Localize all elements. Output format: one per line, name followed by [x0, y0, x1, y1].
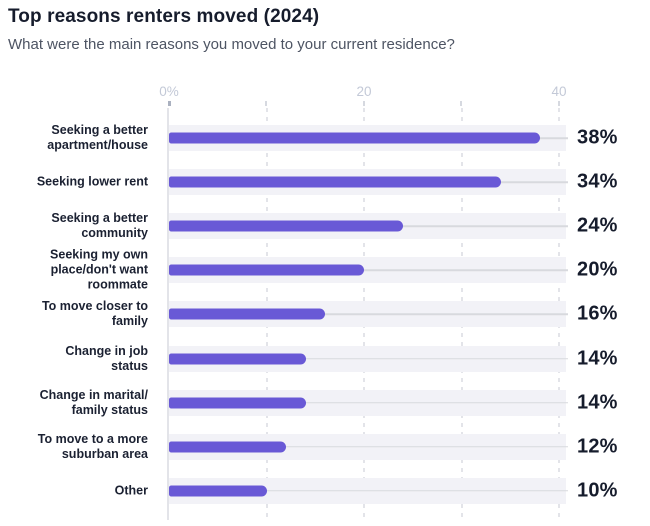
connector-line	[495, 181, 568, 183]
bar	[169, 441, 286, 453]
bar	[169, 220, 403, 232]
x-axis-tick-label: 0%	[159, 84, 179, 99]
connector-line	[398, 225, 568, 227]
bar	[169, 308, 325, 320]
category-label: Seeking my own place/don't want roommate	[50, 247, 148, 292]
bar	[169, 176, 501, 188]
x-axis-tick-mark	[265, 101, 267, 106]
connector-line	[359, 269, 568, 272]
value-label: 10%	[577, 479, 618, 502]
bar-row: To move closer to family 16%	[0, 292, 650, 336]
x-axis-tick-mark	[557, 101, 560, 106]
bar-row: Seeking a better community 24%	[0, 204, 650, 248]
page-title: Top reasons renters moved (2024)	[8, 6, 320, 27]
category-label: Seeking a better community	[51, 211, 148, 241]
value-label: 12%	[577, 435, 618, 458]
category-label: To move to a more suburban area	[37, 431, 148, 461]
bar	[169, 397, 306, 409]
page-subtitle: What were the main reasons you moved to …	[8, 36, 455, 53]
connector-line	[534, 137, 568, 139]
value-label: 24%	[577, 214, 618, 237]
value-label: 16%	[577, 302, 618, 325]
bar-row: Other 10%	[0, 469, 650, 513]
category-label: Change in job status	[65, 343, 148, 373]
connector-line	[261, 490, 568, 492]
y-axis-line	[167, 108, 169, 520]
value-label: 38%	[577, 126, 618, 149]
connector-line	[300, 401, 568, 404]
bar-rows: Seeking a better apartment/house 38% Seeki…	[0, 116, 650, 513]
category-label: To move closer to family	[41, 299, 148, 329]
connector-line	[281, 445, 568, 448]
bar	[169, 353, 306, 365]
bar-row: Seeking a better apartment/house 38%	[0, 116, 650, 160]
category-label: Change in marital/ family status	[39, 387, 148, 417]
x-axis-tick-mark	[167, 101, 171, 106]
x-axis-tick-label: 20	[356, 84, 372, 99]
bar	[169, 485, 267, 497]
category-label: Other	[114, 483, 148, 498]
bar-row: Seeking my own place/don't want roommate…	[0, 248, 650, 292]
bar-row: Seeking lower rent 34%	[0, 160, 650, 204]
bar-row: Change in job status 14%	[0, 336, 650, 380]
bar	[169, 264, 364, 276]
value-label: 14%	[577, 347, 618, 370]
value-label: 34%	[577, 170, 618, 193]
bar	[169, 132, 540, 144]
bar-row: Change in marital/ family status 14%	[0, 381, 650, 425]
value-label: 20%	[577, 258, 618, 281]
connector-line	[320, 313, 568, 316]
x-axis-tick-mark	[362, 101, 365, 106]
x-axis-tick-label: 40	[551, 84, 567, 99]
connector-line	[300, 357, 568, 360]
value-label: 14%	[577, 391, 618, 414]
bar-row: To move to a more suburban area 12%	[0, 425, 650, 469]
category-label: Seeking a better apartment/house	[47, 123, 148, 153]
plot-area: Seeking a better apartment/house 38% Seeki…	[0, 106, 650, 522]
x-axis-tick-mark	[460, 101, 462, 106]
category-label: Seeking lower rent	[36, 174, 148, 189]
